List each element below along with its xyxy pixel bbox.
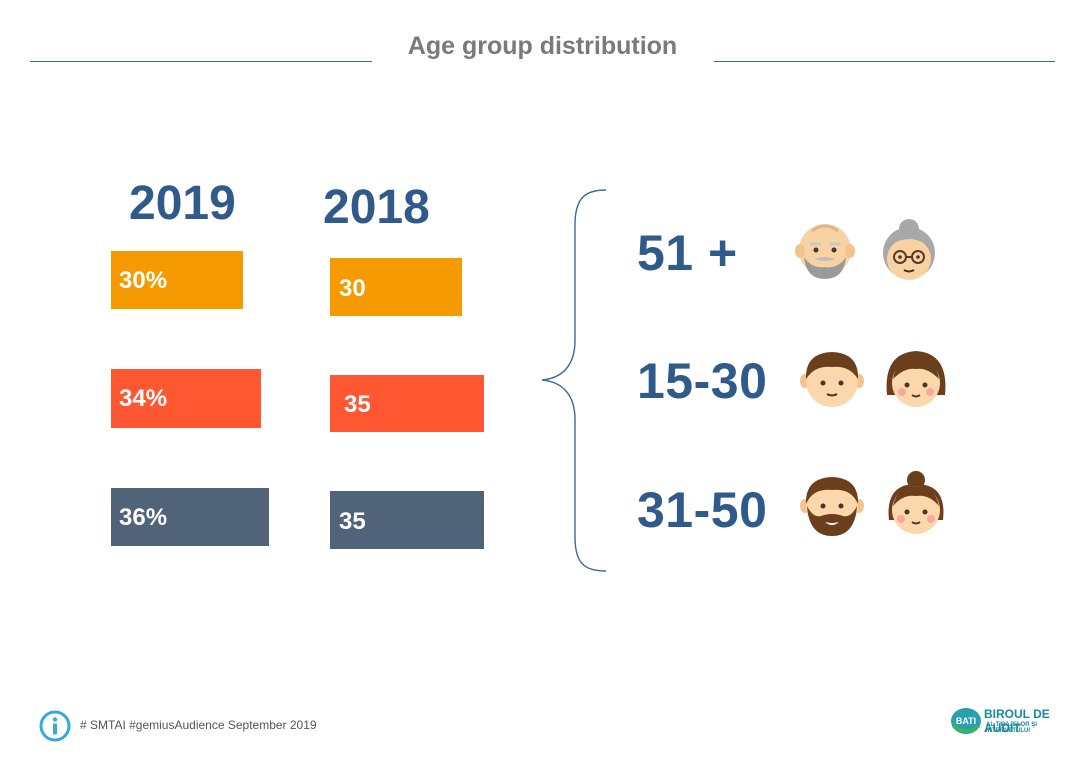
bar-label-2019-51plus: 30% <box>119 267 168 294</box>
series-2019-heading: 2019 <box>129 177 236 230</box>
bearded-man-icon <box>800 477 864 536</box>
bar-2019-31-50 <box>111 488 269 546</box>
old-man-icon <box>795 224 855 279</box>
age-label-31-50: 31-50 <box>637 482 768 538</box>
logo-line1: BIROUL DE AUDIT <box>984 707 1050 735</box>
bati-logo-badge: BATI <box>951 708 981 734</box>
logo-line2: AL TIRAJELOR ŞI INTERNETULUI <box>986 722 1037 734</box>
bar-2018-51plus <box>330 258 462 316</box>
title-rule-left <box>30 61 372 62</box>
bar-2019-51plus <box>111 251 243 309</box>
bar-label-2018-51plus: 30 <box>339 275 366 302</box>
source-note: # SMTAI #gemiusAudience September 2019 <box>80 718 317 732</box>
bati-logo-badge-text: BATI <box>956 716 976 726</box>
bar-label-2018-15-30: 35 <box>344 391 371 418</box>
old-woman-icon <box>883 219 935 280</box>
bar-label-2019-31-50: 36% <box>119 504 168 531</box>
age-label-15-30: 15-30 <box>637 353 768 409</box>
bar-label-2018-31-50: 35 <box>339 508 366 535</box>
bati-logo: BATI BIROUL DE AUDIT AL TIRAJELOR ŞI INT… <box>950 704 1068 738</box>
bar-label-2019-15-30: 34% <box>119 385 168 412</box>
young-man-icon <box>800 352 864 407</box>
age-label-51plus: 51 + <box>637 225 738 281</box>
page-title: Age group distribution <box>407 32 678 60</box>
bar-2019-15-30 <box>111 369 261 428</box>
bar-2018-15-30 <box>330 375 484 432</box>
woman-bun-icon <box>888 471 944 534</box>
title-rule-right <box>714 61 1055 62</box>
young-woman-icon <box>886 351 946 407</box>
info-icon <box>39 710 71 742</box>
curly-brace <box>541 189 607 572</box>
bar-2018-31-50 <box>330 491 484 549</box>
series-2018-heading: 2018 <box>323 181 430 234</box>
